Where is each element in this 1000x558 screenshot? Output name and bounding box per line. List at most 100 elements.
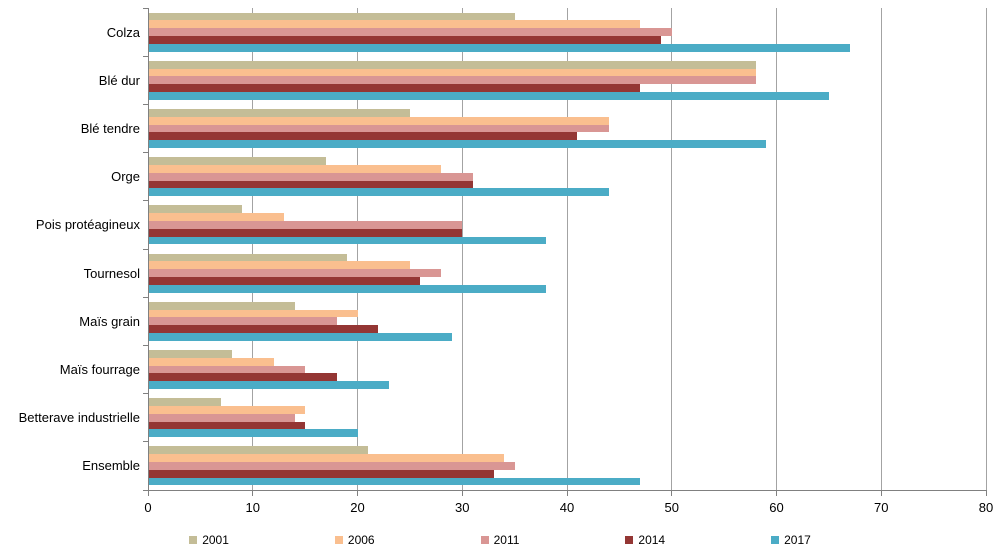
- category-label: Blé dur: [98, 72, 140, 88]
- y-axis-tick: [143, 55, 148, 57]
- y-axis-tick: [143, 489, 148, 491]
- y-axis-tick: [143, 200, 148, 202]
- bar-2011: [149, 365, 306, 374]
- bar-2017: [149, 284, 547, 293]
- y-axis-tick: [143, 7, 148, 9]
- bar-2001: [149, 205, 243, 214]
- y-axis-tick: [143, 441, 148, 443]
- bar-2011: [149, 317, 337, 326]
- bar-2006: [149, 213, 285, 221]
- bar-2011: [149, 76, 756, 85]
- bar-2014: [149, 228, 463, 237]
- x-axis-tick: [880, 491, 882, 496]
- x-tick-label: 10: [245, 500, 260, 515]
- bar-2017: [149, 92, 829, 100]
- legend-item-2017: 2017: [771, 533, 811, 547]
- bar-2006: [149, 165, 442, 173]
- bar-2011: [149, 172, 473, 181]
- y-axis-tick: [143, 103, 148, 105]
- x-axis-tick: [985, 491, 987, 496]
- bar-2017: [149, 43, 850, 52]
- x-tick-label: 30: [455, 500, 470, 515]
- bar-2017: [149, 140, 767, 148]
- gridline: [985, 8, 987, 490]
- x-tick-label: 70: [874, 500, 889, 515]
- x-tick-label: 50: [664, 500, 679, 515]
- category-label: Betterave industrielle: [18, 410, 140, 426]
- bar-2001: [149, 109, 410, 117]
- x-tick-label: 20: [350, 500, 365, 515]
- legend-item-2001: 2001: [189, 533, 229, 547]
- category-label: Pois protéagineux: [35, 217, 140, 233]
- bar-2011: [149, 413, 295, 422]
- gridline: [357, 8, 358, 490]
- y-axis-tick: [143, 248, 148, 250]
- bar-2011: [149, 269, 442, 277]
- x-axis-tick: [671, 491, 673, 496]
- bar-2006: [149, 261, 410, 270]
- bar-2006: [149, 357, 274, 366]
- bar-2006: [149, 20, 641, 29]
- legend-label: 2014: [638, 533, 666, 547]
- bar-2014: [149, 84, 641, 92]
- bar-2006: [149, 406, 306, 414]
- category-label: Maïs grain: [79, 313, 140, 329]
- y-axis-line: [148, 8, 149, 490]
- bar-2011: [149, 462, 515, 470]
- bar-2014: [149, 132, 578, 141]
- x-tick-label: 60: [769, 500, 784, 515]
- bar-2017: [149, 188, 609, 197]
- category-label: Tournesol: [83, 265, 140, 281]
- bar-2001: [149, 350, 232, 358]
- bar-2001: [149, 446, 368, 455]
- bar-2001: [149, 398, 222, 406]
- bar-2014: [149, 180, 473, 189]
- bar-2001: [149, 157, 327, 165]
- y-axis-tick: [143, 152, 148, 154]
- bar-2014: [149, 277, 421, 285]
- gridline: [776, 8, 777, 490]
- y-axis-tick: [143, 344, 148, 346]
- x-tick-label: 80: [978, 500, 994, 515]
- bar-2006: [149, 116, 609, 125]
- legend-item-2006: 2006: [334, 533, 375, 547]
- bar-2001: [149, 12, 515, 21]
- x-tick-label: 40: [559, 500, 575, 515]
- bar-2017: [149, 477, 641, 486]
- x-axis-tick: [566, 491, 568, 496]
- y-axis-tick: [143, 393, 148, 395]
- bar-2014: [149, 36, 662, 44]
- bar-2014: [149, 325, 379, 333]
- bar-2011: [149, 221, 463, 229]
- bar-2001: [149, 60, 756, 69]
- bar-2017: [149, 429, 358, 438]
- bar-2011: [149, 28, 672, 36]
- bar-2011: [149, 124, 609, 133]
- bar-2014: [149, 373, 337, 382]
- category-label: Orge: [111, 169, 140, 185]
- gridline: [880, 8, 882, 490]
- bar-2017: [149, 236, 547, 245]
- legend: 2001 2006 2011 2014 2017: [0, 533, 1000, 547]
- x-axis-tick: [461, 491, 463, 496]
- gridline: [461, 8, 463, 490]
- x-tick-label: 0: [144, 500, 152, 515]
- bar-2017: [149, 381, 389, 389]
- bar-2017: [149, 333, 452, 341]
- legend-label: 2011: [493, 533, 520, 547]
- category-label: Blé tendre: [80, 120, 140, 136]
- bar-2014: [149, 469, 494, 478]
- category-label: Maïs fourrage: [59, 361, 140, 377]
- bar-2001: [149, 253, 348, 262]
- legend-swatch-icon: [334, 536, 343, 544]
- legend-label: 2006: [347, 533, 375, 547]
- legend-label: 2017: [784, 533, 811, 547]
- bar-2001: [149, 301, 295, 310]
- bar-2006: [149, 309, 358, 318]
- legend-swatch-icon: [480, 536, 489, 544]
- bar-2006: [149, 68, 756, 77]
- legend-item-2011: 2011: [480, 533, 520, 547]
- bar-2006: [149, 454, 505, 462]
- gridline: [252, 8, 254, 490]
